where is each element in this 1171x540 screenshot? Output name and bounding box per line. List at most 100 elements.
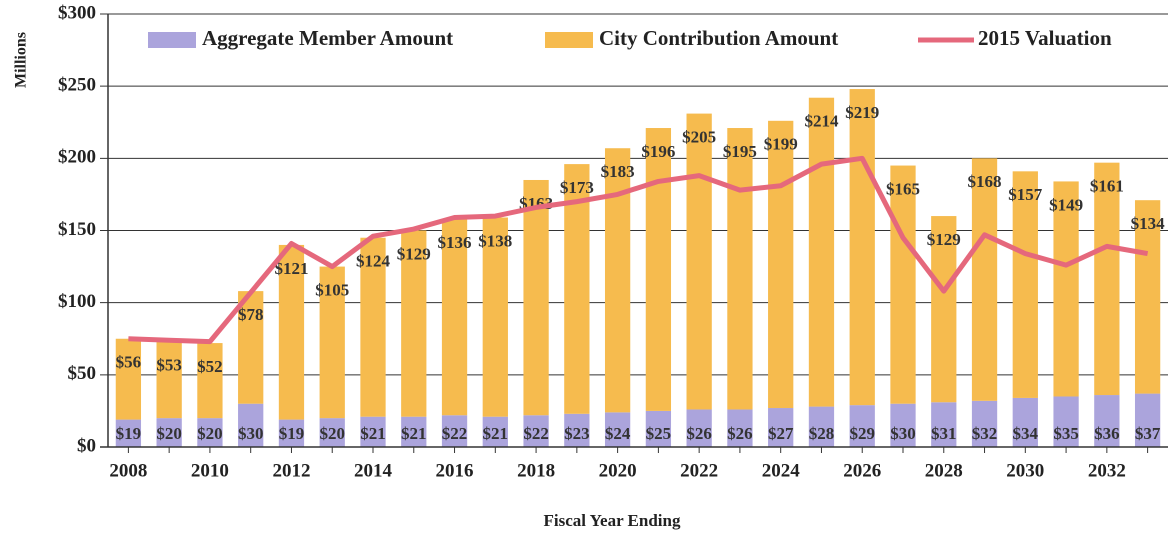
bar-segment — [482, 416, 508, 447]
data-label: $34 — [1013, 424, 1039, 443]
data-label: $129 — [397, 244, 431, 263]
bar-segment — [971, 400, 998, 447]
bar-segment — [727, 128, 753, 410]
data-label: $205 — [682, 127, 716, 146]
bar-segment — [360, 237, 386, 417]
legend-label: Aggregate Member Amount — [202, 26, 453, 50]
bar-segment — [645, 128, 672, 411]
data-label: $20 — [197, 424, 223, 443]
data-label: $19 — [279, 424, 305, 443]
data-label: $31 — [931, 424, 957, 443]
bar-segment — [1012, 171, 1038, 398]
bar-segment — [890, 165, 916, 404]
data-label: $30 — [238, 424, 264, 443]
y-tick-label: $50 — [68, 363, 97, 384]
legend-swatch — [545, 32, 593, 48]
data-label: $219 — [845, 103, 879, 122]
bar-segment — [1053, 396, 1079, 447]
bar-segment — [401, 230, 427, 417]
bar-segment — [1012, 397, 1038, 447]
data-label: $25 — [646, 424, 672, 443]
y-axis-label: Millions — [13, 32, 30, 88]
data-label: $195 — [723, 142, 757, 161]
data-label: $129 — [927, 230, 961, 249]
data-label: $121 — [274, 259, 308, 278]
x-tick-label: 2032 — [1088, 460, 1126, 481]
data-label: $161 — [1090, 177, 1124, 196]
y-tick-label: $150 — [58, 219, 96, 240]
legend-swatch — [148, 32, 196, 48]
data-label: $26 — [686, 424, 712, 443]
y-tick-label: $0 — [77, 435, 96, 456]
data-label: $124 — [356, 252, 391, 271]
data-label: $105 — [315, 280, 349, 299]
bar-segment — [808, 97, 835, 407]
bar-segment — [156, 418, 182, 447]
bar-segment — [727, 409, 753, 447]
data-label: $27 — [768, 424, 794, 443]
x-tick-label: 2026 — [843, 460, 881, 481]
bar-segment — [604, 412, 631, 447]
data-label: $32 — [972, 424, 998, 443]
x-tick-label: 2018 — [517, 460, 555, 481]
bar-segment — [115, 419, 142, 447]
data-label: $23 — [564, 424, 590, 443]
bar-segment — [238, 291, 264, 404]
data-label: $136 — [438, 233, 472, 252]
bar-segment — [1053, 181, 1079, 397]
bar-segment — [564, 413, 590, 447]
y-tick-label: $100 — [58, 291, 96, 312]
y-tick-label: $300 — [58, 2, 96, 23]
bar-segment — [523, 179, 549, 416]
bar-segment — [197, 343, 223, 419]
x-tick-label: 2008 — [109, 460, 147, 481]
x-tick-label: 2028 — [925, 460, 963, 481]
data-label: $20 — [156, 424, 182, 443]
bar-segment — [768, 120, 794, 409]
bar-segment — [401, 416, 427, 447]
bar-segment — [645, 410, 672, 447]
bar-segment — [319, 418, 345, 447]
data-label: $78 — [238, 305, 264, 324]
data-label: $149 — [1049, 195, 1083, 214]
bar-segment — [768, 408, 794, 447]
bar-segment — [971, 158, 998, 401]
y-tick-label: $250 — [58, 75, 96, 96]
bar-segment — [115, 338, 142, 420]
bar-segment — [1094, 162, 1120, 396]
bar-segment — [931, 402, 957, 447]
bar-segment — [890, 403, 916, 447]
data-label: $183 — [601, 162, 635, 181]
bar-segment — [1134, 200, 1161, 394]
data-label: $21 — [401, 424, 427, 443]
data-label: $21 — [483, 424, 509, 443]
data-label: $22 — [442, 424, 468, 443]
data-label: $157 — [1008, 185, 1043, 204]
data-label: $26 — [727, 424, 753, 443]
y-tick-label: $200 — [58, 147, 96, 168]
bar-segment — [156, 341, 182, 419]
bar-segment — [564, 164, 590, 414]
data-label: $22 — [523, 424, 549, 443]
bar-segment — [849, 89, 875, 406]
bar-segment — [238, 403, 264, 447]
bar-segment — [523, 415, 549, 447]
data-label: $134 — [1131, 214, 1166, 233]
bar-segment — [1134, 393, 1161, 447]
legend-label: 2015 Valuation — [978, 26, 1112, 50]
bar-segment — [849, 405, 875, 447]
x-tick-label: 2022 — [680, 460, 718, 481]
data-label: $35 — [1053, 424, 1079, 443]
bar-segment — [1094, 395, 1120, 447]
x-tick-label: 2024 — [762, 460, 801, 481]
bar-segment — [319, 266, 345, 419]
bar-segment — [278, 419, 305, 447]
bar-segment — [604, 148, 631, 413]
data-label: $199 — [764, 135, 798, 154]
bar-segment — [686, 409, 712, 447]
bar-segment — [482, 217, 508, 417]
bar-segment — [360, 416, 386, 447]
data-label: $56 — [116, 353, 142, 372]
x-tick-label: 2016 — [436, 460, 474, 481]
data-label: $29 — [849, 424, 875, 443]
